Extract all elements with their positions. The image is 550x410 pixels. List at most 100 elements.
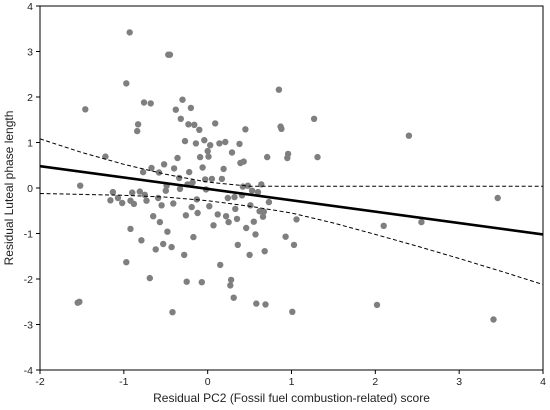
data-point	[119, 199, 126, 207]
data-point	[216, 140, 223, 147]
data-point	[230, 294, 237, 301]
data-point	[239, 183, 247, 190]
data-point	[123, 80, 130, 87]
x-axis-title: Residual PC2 (Fossil fuel combustion-rel…	[153, 391, 430, 405]
y-tick-label: -1	[24, 229, 33, 241]
data-point	[134, 121, 142, 128]
confidence-band-lower	[40, 193, 543, 285]
data-point	[181, 137, 189, 145]
data-point	[107, 197, 114, 204]
data-point	[265, 198, 273, 206]
data-point	[196, 153, 204, 161]
data-point	[228, 149, 236, 156]
data-point	[282, 233, 289, 240]
data-point	[127, 225, 134, 233]
y-tick-label: 3	[27, 47, 33, 59]
data-point	[246, 251, 253, 259]
data-point	[76, 298, 83, 305]
data-point	[227, 276, 235, 284]
data-point	[196, 126, 203, 133]
data-point	[162, 187, 169, 194]
data-point	[188, 203, 195, 211]
data-point	[248, 187, 256, 194]
data-point	[310, 115, 318, 123]
x-tick-label: 3	[456, 376, 462, 388]
data-point	[160, 240, 167, 248]
data-point	[156, 218, 164, 226]
data-point	[220, 165, 227, 173]
data-point	[181, 251, 188, 259]
x-tick-label: 0	[205, 376, 211, 388]
data-point	[214, 211, 221, 218]
confidence-band-upper	[40, 138, 543, 187]
data-point	[129, 189, 136, 196]
data-point	[262, 301, 269, 308]
data-point	[164, 228, 171, 235]
data-point	[82, 106, 89, 113]
data-point	[243, 224, 250, 232]
data-point	[143, 197, 150, 204]
axes: -2 -1 0 1 2 3 4 -4 -3 -2 -1 0 1 2 3 4	[24, 1, 546, 388]
data-point	[160, 161, 168, 168]
data-point	[207, 142, 214, 149]
data-point	[234, 241, 241, 249]
data-point	[114, 194, 122, 202]
data-point	[201, 137, 208, 144]
data-point	[418, 218, 425, 226]
y-tick-label: 4	[27, 1, 33, 13]
y-tick-label: 2	[27, 92, 33, 104]
data-point	[147, 100, 154, 107]
data-point	[242, 126, 249, 133]
data-point	[183, 278, 190, 285]
data-point	[174, 154, 181, 162]
data-point	[490, 316, 497, 323]
data-point	[494, 194, 501, 202]
x-tick-label: -1	[119, 376, 128, 388]
data-point	[210, 222, 217, 229]
x-tick-label: 2	[372, 376, 378, 388]
data-point	[194, 209, 201, 217]
data-point	[278, 125, 285, 132]
data-point	[252, 231, 259, 238]
data-point	[155, 194, 162, 202]
data-point	[152, 246, 159, 253]
data-point	[236, 140, 243, 148]
data-point	[264, 153, 271, 161]
plot-area	[40, 29, 543, 323]
y-axis-title: Residual Luteal phase length	[2, 111, 16, 266]
data-point	[254, 188, 262, 196]
data-point	[259, 213, 267, 220]
data-point	[168, 243, 175, 251]
data-point	[109, 188, 117, 196]
data-point	[146, 274, 153, 282]
data-point	[240, 158, 247, 165]
data-point	[204, 147, 211, 155]
data-point	[212, 120, 219, 127]
data-point	[222, 213, 230, 220]
data-point	[169, 309, 176, 316]
data-point	[233, 215, 241, 223]
data-point	[192, 140, 200, 147]
data-point	[222, 138, 229, 146]
data-point	[217, 261, 224, 269]
data-point	[275, 86, 283, 93]
data-point	[218, 175, 226, 183]
data-point	[172, 106, 179, 113]
data-point	[139, 168, 147, 176]
data-point	[191, 121, 198, 128]
y-tick-label: -3	[24, 320, 33, 332]
plot-contents	[40, 29, 543, 323]
data-point	[176, 185, 184, 193]
data-point	[206, 203, 213, 210]
data-point	[284, 150, 292, 158]
data-point	[289, 308, 296, 315]
data-point	[189, 179, 196, 186]
data-point	[373, 301, 381, 309]
data-point	[136, 188, 143, 195]
data-point	[185, 121, 192, 128]
data-point	[290, 241, 298, 249]
data-point	[130, 200, 138, 208]
data-point	[187, 104, 195, 112]
data-point	[293, 216, 300, 223]
